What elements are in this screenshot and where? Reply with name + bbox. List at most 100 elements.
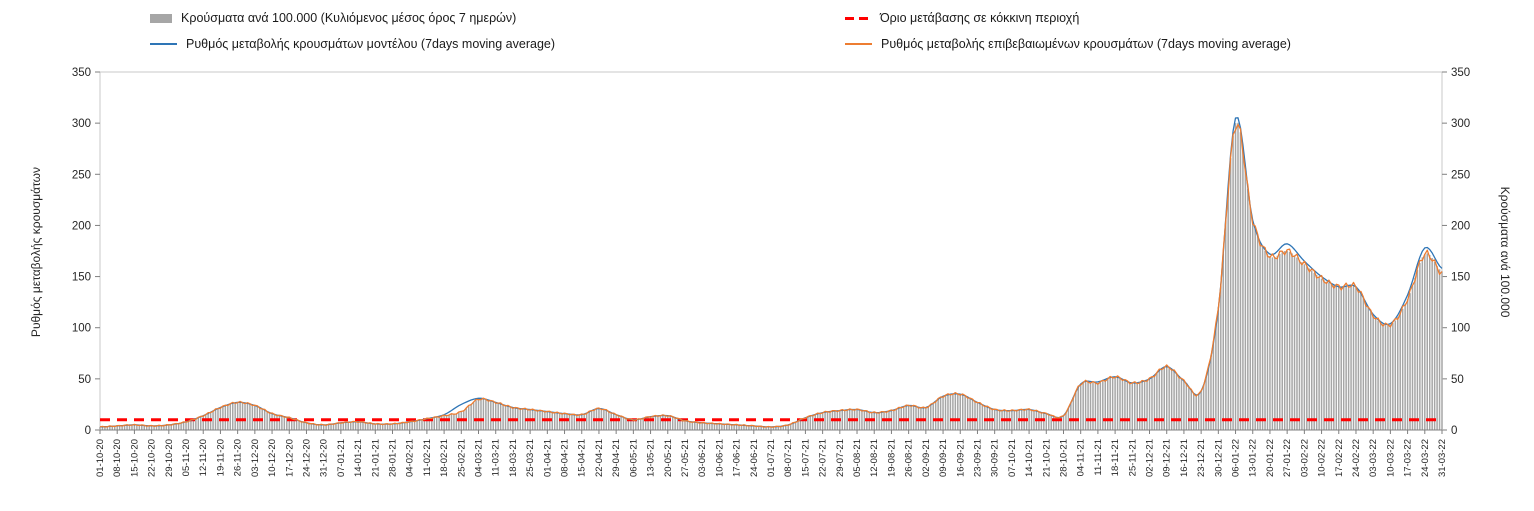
bar <box>381 424 384 430</box>
bar <box>1165 366 1168 430</box>
bar <box>1055 417 1057 430</box>
bar <box>394 423 396 430</box>
bar <box>325 424 327 430</box>
x-tick-label: 08-10-20 <box>112 439 123 477</box>
bar <box>1188 386 1190 430</box>
x-tick-label: 15-10-20 <box>129 439 140 477</box>
y-tick-label: 0 <box>1451 425 1457 437</box>
bar <box>145 425 148 430</box>
bar <box>590 410 593 430</box>
bar <box>404 422 406 430</box>
bar <box>227 404 229 430</box>
x-tick-label: 10-06-21 <box>714 439 725 477</box>
bar <box>1242 148 1244 431</box>
bar <box>288 417 291 430</box>
bar <box>1419 262 1421 430</box>
bar <box>1409 293 1411 430</box>
bar <box>947 394 949 430</box>
bar <box>295 420 298 430</box>
bar <box>480 398 482 430</box>
bar <box>241 402 244 430</box>
bar <box>374 423 377 430</box>
bar <box>1288 251 1291 430</box>
y-tick-label: 50 <box>1451 374 1464 386</box>
bar <box>192 419 195 430</box>
x-axis: 01-10-20 08-10-20 15-10-20 22-10-20 29-10-20… <box>95 430 1448 477</box>
x-tick-label: 01-07-21 <box>766 439 777 477</box>
bar <box>753 425 755 430</box>
bar <box>649 416 652 430</box>
bar <box>1433 261 1436 430</box>
bar <box>499 403 502 430</box>
bar <box>576 414 578 430</box>
bar <box>401 422 404 430</box>
x-tick-label: 14-01-21 <box>353 439 364 477</box>
bar <box>1079 383 1082 430</box>
bar <box>765 426 767 430</box>
bar <box>794 422 797 430</box>
bar <box>979 403 981 430</box>
bar <box>290 418 293 430</box>
x-tick-label: 07-01-21 <box>336 439 347 477</box>
x-tick-label: 09-12-21 <box>1162 439 1173 477</box>
x-tick-label: 20-01-22 <box>1265 439 1276 477</box>
bar <box>757 426 760 430</box>
bar <box>789 424 792 430</box>
bar <box>320 424 322 430</box>
bar <box>905 405 907 430</box>
bar <box>396 423 399 430</box>
bar <box>534 410 536 430</box>
x-tick-label: 24-03-22 <box>1420 439 1431 477</box>
bar <box>1097 382 1099 430</box>
bar <box>1237 122 1239 430</box>
bar <box>421 419 423 430</box>
bar <box>681 420 684 430</box>
bar <box>580 414 583 430</box>
bar <box>1229 158 1232 430</box>
y-tick-label: 350 <box>72 67 91 79</box>
bar <box>728 424 730 430</box>
bar <box>1151 377 1153 430</box>
bar <box>863 410 866 430</box>
bar <box>507 406 509 430</box>
bar <box>937 399 939 430</box>
bar <box>455 413 458 430</box>
bar <box>1173 371 1175 430</box>
bar <box>128 425 131 430</box>
bar <box>428 418 431 430</box>
x-tick-label: 16-09-21 <box>955 439 966 477</box>
bar <box>1264 250 1266 430</box>
bar <box>1146 379 1148 430</box>
bar <box>389 423 391 430</box>
bar <box>1426 253 1429 430</box>
bar <box>1089 382 1092 430</box>
bar <box>620 416 622 430</box>
bar <box>1318 276 1320 430</box>
bar <box>1193 393 1195 430</box>
bar <box>843 410 846 430</box>
bar <box>271 413 273 430</box>
bar <box>635 419 637 430</box>
bar <box>342 422 345 430</box>
bar <box>330 424 332 430</box>
bar <box>472 401 475 430</box>
bar <box>1102 381 1104 430</box>
x-tick-label: 01-04-21 <box>542 439 553 477</box>
bar <box>1217 307 1220 430</box>
bar <box>735 424 738 430</box>
x-tick-label: 26-11-20 <box>233 439 244 476</box>
bar <box>1239 132 1242 431</box>
bar <box>435 417 438 430</box>
bar <box>615 414 617 430</box>
bar <box>1183 380 1185 430</box>
bar <box>652 416 654 430</box>
bar <box>573 414 576 430</box>
bar <box>568 414 571 430</box>
bar <box>1227 187 1229 430</box>
bar <box>1092 382 1094 430</box>
legend-label-bars: Κρούσματα ανά 100.000 (Κυλιόμενος μέσος … <box>181 11 517 25</box>
x-tick-label: 04-11-21 <box>1076 439 1087 476</box>
bar <box>1013 410 1016 430</box>
x-tick-label: 28-01-21 <box>387 439 398 477</box>
bar <box>647 417 649 430</box>
